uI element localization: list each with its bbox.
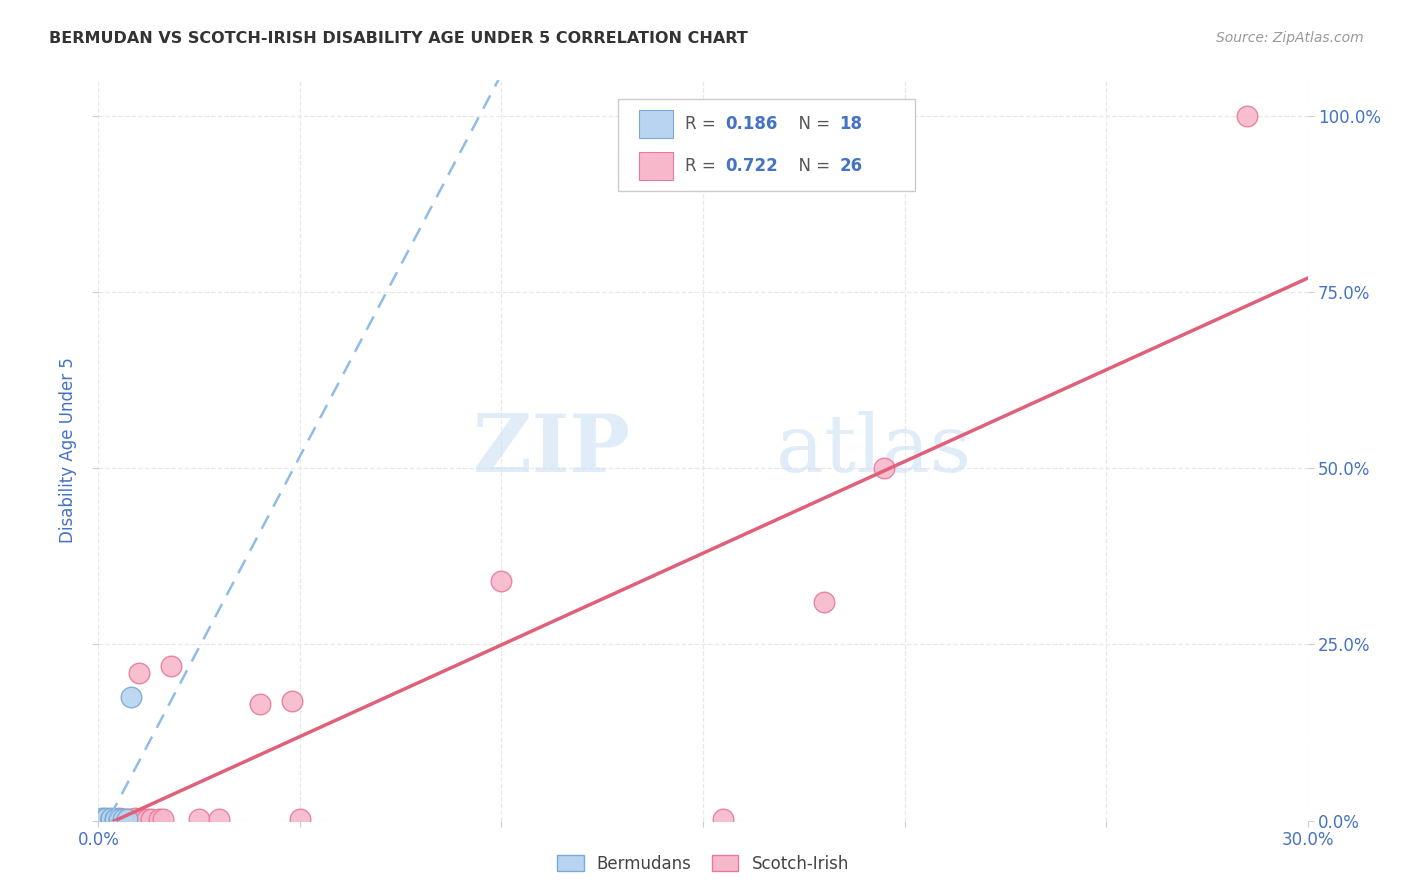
- Point: [139, 812, 162, 826]
- Point: [288, 812, 311, 826]
- Point: [100, 811, 122, 825]
- Text: 0.722: 0.722: [724, 157, 778, 176]
- Point: [1236, 109, 1258, 123]
- Point: [873, 461, 896, 475]
- Point: [208, 812, 231, 826]
- Point: [132, 812, 155, 826]
- Point: [91, 811, 114, 825]
- FancyBboxPatch shape: [638, 153, 673, 180]
- Text: R =: R =: [685, 157, 721, 176]
- Point: [103, 812, 125, 826]
- Point: [491, 574, 513, 588]
- Text: BERMUDAN VS SCOTCH-IRISH DISABILITY AGE UNDER 5 CORRELATION CHART: BERMUDAN VS SCOTCH-IRISH DISABILITY AGE …: [49, 31, 748, 46]
- Text: ZIP: ZIP: [474, 411, 630, 490]
- Point: [103, 812, 125, 826]
- Point: [100, 812, 122, 826]
- Text: N =: N =: [787, 157, 835, 176]
- Legend: Bermudans, Scotch-Irish: Bermudans, Scotch-Irish: [550, 848, 856, 880]
- Point: [120, 690, 142, 705]
- Point: [120, 812, 142, 826]
- FancyBboxPatch shape: [638, 110, 673, 138]
- Point: [124, 811, 146, 825]
- Text: 26: 26: [839, 157, 863, 176]
- Point: [96, 812, 118, 826]
- Point: [107, 811, 129, 825]
- Point: [96, 811, 118, 825]
- Text: atlas: atlas: [776, 411, 970, 490]
- Y-axis label: Disability Age Under 5: Disability Age Under 5: [59, 358, 77, 543]
- Text: Source: ZipAtlas.com: Source: ZipAtlas.com: [1216, 31, 1364, 45]
- Point: [96, 813, 118, 827]
- Point: [100, 812, 122, 826]
- Point: [152, 812, 174, 826]
- Point: [281, 694, 304, 708]
- Text: N =: N =: [787, 115, 835, 133]
- Point: [96, 812, 118, 826]
- Point: [107, 812, 129, 826]
- Point: [111, 812, 134, 826]
- Point: [111, 812, 134, 826]
- Point: [91, 812, 114, 826]
- Point: [100, 813, 122, 827]
- Point: [96, 812, 118, 826]
- Point: [115, 812, 138, 826]
- Point: [128, 665, 150, 680]
- Text: 0.186: 0.186: [724, 115, 778, 133]
- Point: [813, 595, 835, 609]
- Point: [188, 812, 211, 826]
- Point: [107, 812, 129, 826]
- Text: 18: 18: [839, 115, 863, 133]
- Point: [711, 812, 734, 826]
- Point: [115, 812, 138, 826]
- Point: [148, 812, 170, 826]
- Text: R =: R =: [685, 115, 721, 133]
- Point: [135, 812, 157, 826]
- Point: [91, 812, 114, 826]
- FancyBboxPatch shape: [619, 99, 915, 191]
- Point: [249, 698, 271, 712]
- Point: [91, 812, 114, 826]
- Point: [100, 812, 122, 826]
- Point: [103, 812, 125, 826]
- Point: [160, 658, 183, 673]
